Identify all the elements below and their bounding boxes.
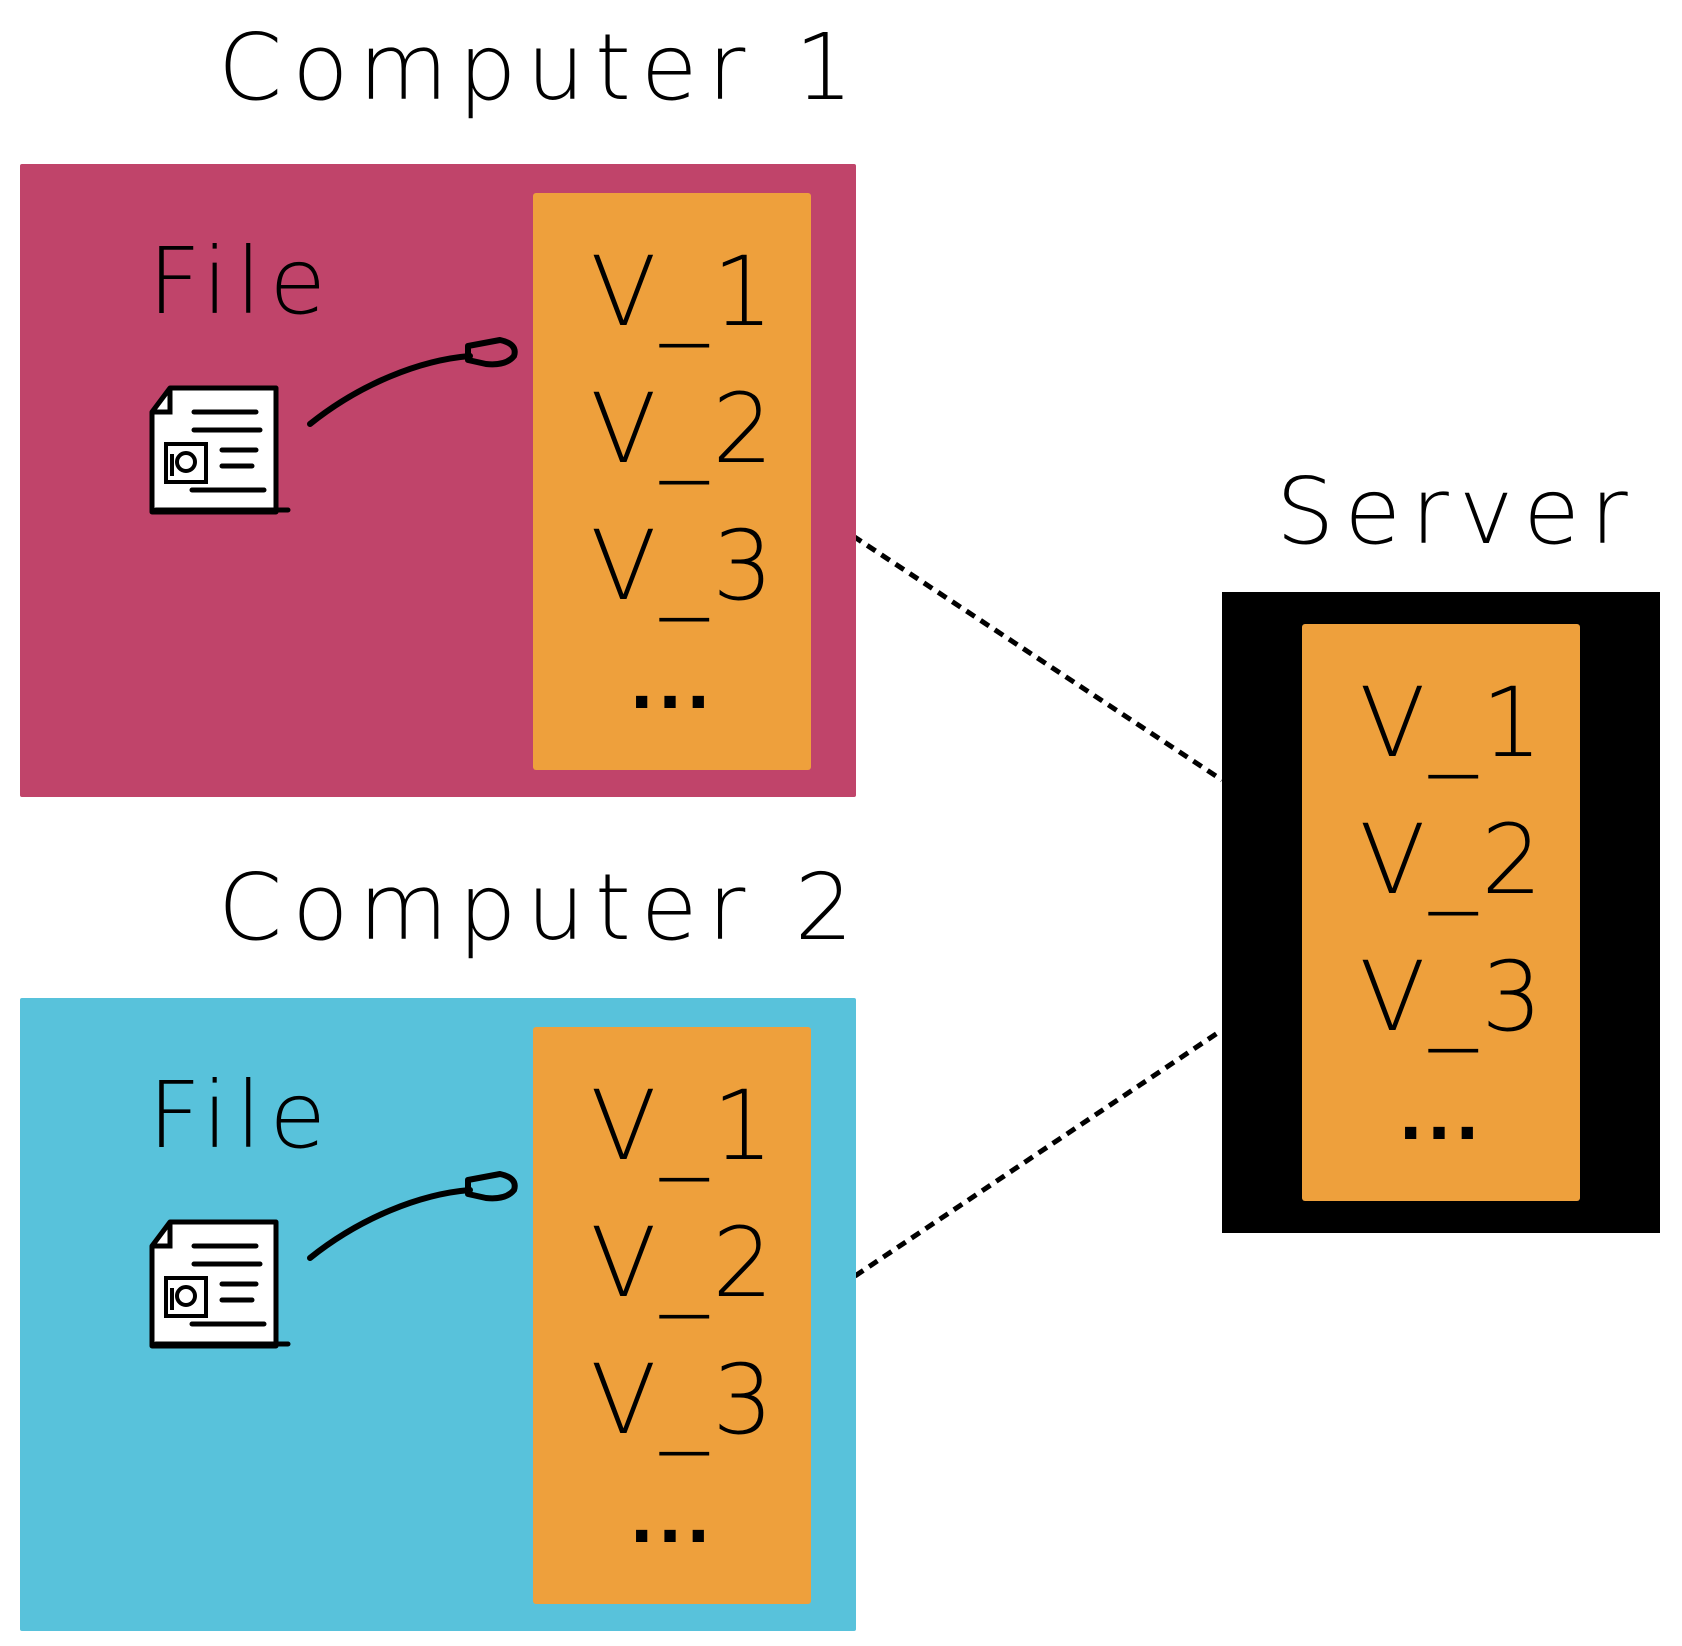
server-more-versions: ... [1398,1081,1484,1155]
computer1-more-versions: ... [629,650,715,724]
document-icon [149,385,291,515]
computer2-title: Computer 2 [218,854,864,961]
computer2-version-1: V_1 [590,1070,778,1182]
computer1-version-2: V_2 [590,373,778,485]
server-box: V_1 V_2 V_3 ... [1222,592,1660,1233]
computer1-file-label: File [148,228,334,335]
computer2-versions-panel: V_1 V_2 V_3 ... [533,1027,811,1604]
link-computer2-server [853,1027,1224,1279]
arrow-icon [307,1171,518,1261]
computer2-version-2: V_2 [590,1207,778,1319]
arrow-icon [307,337,518,427]
computer1-box: File V_1 V_2 V_3 ... [20,164,856,797]
computer1-versions-panel: V_1 V_2 V_3 ... [533,193,811,770]
server-version-1: V_1 [1359,667,1547,779]
server-version-3: V_3 [1359,941,1547,1053]
server-title: Server [1276,458,1638,565]
server-versions-panel: V_1 V_2 V_3 ... [1302,624,1580,1201]
link-computer1-server [851,533,1224,783]
document-icon [149,1219,291,1349]
computer1-title: Computer 1 [218,14,864,121]
server-version-2: V_2 [1359,804,1547,916]
computer1-version-3: V_3 [590,510,778,622]
computer1-version-1: V_1 [590,236,778,348]
computer2-box: File V_1 V_2 V_3 ... [20,998,856,1631]
computer2-file-label: File [148,1062,334,1169]
computer2-more-versions: ... [629,1484,715,1558]
computer2-version-3: V_3 [590,1344,778,1456]
